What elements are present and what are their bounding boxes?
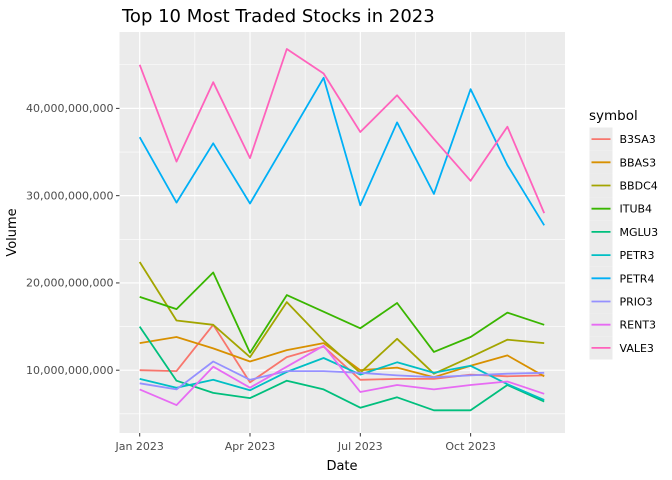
y-axis-title: Volume <box>5 208 20 256</box>
legend-label-B3SA3: B3SA3 <box>620 133 656 146</box>
series-line-ITUB4 <box>139 271 545 354</box>
x-tick-label: Jul 2023 <box>337 440 383 453</box>
series-line-VALE3 <box>138 48 546 214</box>
x-axis-title: Date <box>326 459 357 474</box>
series-lines <box>138 48 546 412</box>
y-tick-label: 20,000,000,000 <box>26 277 113 290</box>
legend-label-ITUB4: ITUB4 <box>620 203 653 216</box>
legend-label-PETR3: PETR3 <box>620 249 655 262</box>
axis-ticks <box>116 107 472 437</box>
series-line-PETR4 <box>138 76 545 226</box>
legend-label-RENT3: RENT3 <box>620 319 657 332</box>
legend-title: symbol <box>589 108 638 124</box>
y-tick-label: 10,000,000,000 <box>26 364 113 377</box>
legend-label-PETR4: PETR4 <box>620 272 655 285</box>
x-tick-label: Oct 2023 <box>445 440 496 453</box>
series-line-BBDC4 <box>138 261 545 375</box>
legend-label-BBDC4: BBDC4 <box>620 180 658 193</box>
x-tick-label: Jan 2023 <box>114 440 163 453</box>
y-tick-label: 40,000,000,000 <box>26 102 113 115</box>
legend: symbol B3SA3 BBAS3 BBDC4 ITUB4 MGLU3 PETR3 PET… <box>589 108 658 360</box>
legend-label-VALE3: VALE3 <box>620 342 654 355</box>
x-tick-label: Apr 2023 <box>225 440 276 453</box>
y-tick-label: 30,000,000,000 <box>26 189 113 202</box>
axis-tick-labels: 10,000,000,000 20,000,000,000 30,000,000,0… <box>26 102 496 453</box>
series-line-MGLU3 <box>138 326 545 412</box>
series-line-PETR3 <box>139 357 545 401</box>
legend-label-PRIO3: PRIO3 <box>620 296 653 309</box>
legend-rows: B3SA3 BBAS3 BBDC4 ITUB4 MGLU3 PETR3 PETR4 PRIO3… <box>589 127 659 360</box>
series-line-PRIO3 <box>139 360 545 391</box>
legend-label-MGLU3: MGLU3 <box>620 226 659 239</box>
minor-gridlines <box>119 32 565 433</box>
series-line-RENT3 <box>139 344 545 407</box>
legend-label-BBAS3: BBAS3 <box>620 156 657 169</box>
chart-title: Top 10 Most Traded Stocks in 2023 <box>121 6 435 27</box>
